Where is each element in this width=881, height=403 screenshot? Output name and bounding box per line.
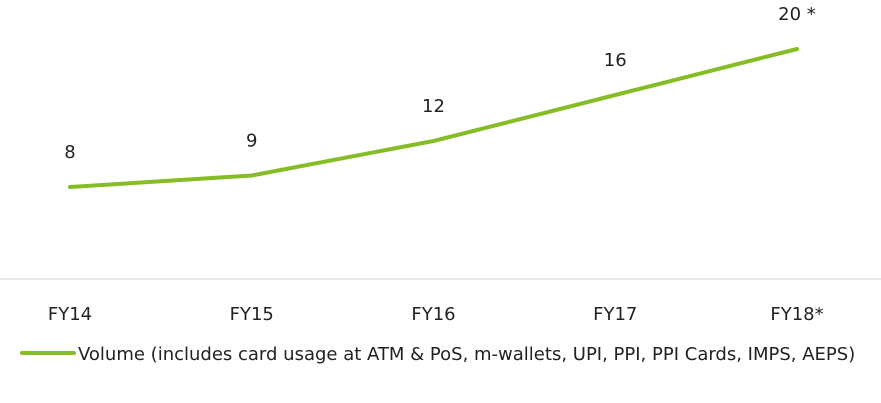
x-tick-label: FY14 bbox=[48, 304, 92, 325]
data-label: 20 * bbox=[778, 4, 816, 25]
legend: Volume (includes card usage at ATM & PoS… bbox=[20, 340, 870, 370]
legend-swatch bbox=[20, 351, 76, 355]
data-label: 8 bbox=[64, 142, 75, 163]
data-label: 12 bbox=[422, 96, 445, 117]
data-label: 16 bbox=[604, 50, 627, 71]
legend-label: Volume (includes card usage at ATM & PoS… bbox=[78, 344, 856, 365]
x-tick-label: FY15 bbox=[230, 304, 274, 325]
data-label: 9 bbox=[246, 131, 257, 152]
chart: FY14 FY15 FY16 FY17 FY18* 8 9 12 16 20 * bbox=[0, 4, 881, 325]
x-tick-label: FY16 bbox=[411, 304, 455, 325]
x-tick-label: FY18* bbox=[770, 304, 823, 325]
line bbox=[68, 47, 799, 189]
x-tick-label: FY17 bbox=[593, 304, 637, 325]
